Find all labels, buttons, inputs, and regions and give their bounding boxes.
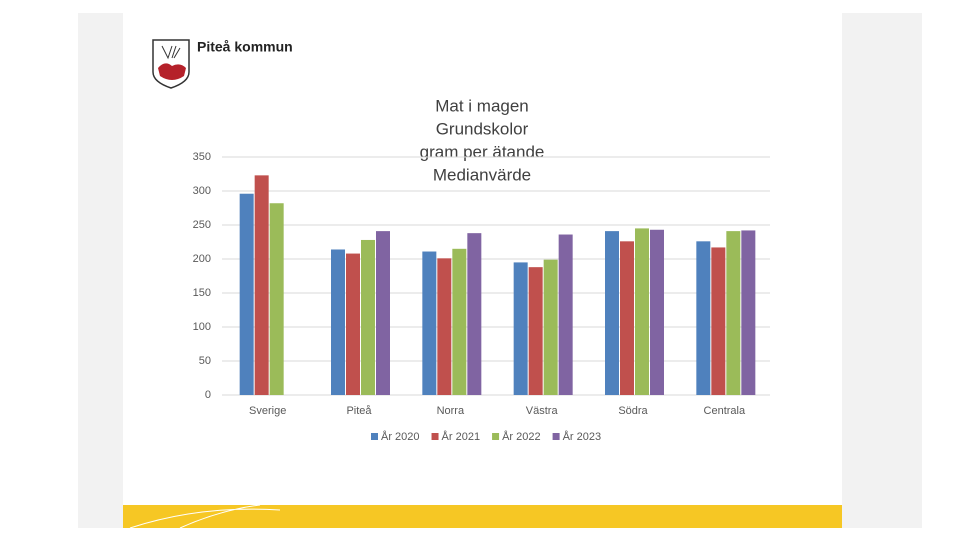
bar xyxy=(513,262,528,395)
bar xyxy=(711,247,726,395)
x-tick-label: Piteå xyxy=(346,405,372,417)
bar xyxy=(239,193,254,395)
legend-swatch xyxy=(492,433,500,440)
footer-band xyxy=(123,505,842,528)
bar xyxy=(437,258,452,395)
bar xyxy=(543,259,558,395)
x-tick-label: Södra xyxy=(618,405,648,417)
y-tick-label: 150 xyxy=(193,287,211,299)
y-tick-label: 0 xyxy=(205,389,211,401)
bar xyxy=(452,248,467,395)
bar xyxy=(361,239,375,395)
y-tick-label: 200 xyxy=(193,253,211,265)
legend-swatch xyxy=(552,433,560,440)
bar xyxy=(635,228,649,395)
y-tick-label: 300 xyxy=(193,185,211,197)
chart-title: Grundskolor xyxy=(436,119,529,138)
legend-label: År 2021 xyxy=(442,430,481,443)
chart-title: Mat i magen xyxy=(435,96,529,115)
bar xyxy=(741,230,756,395)
x-tick-label: Centrala xyxy=(704,405,746,417)
bar xyxy=(650,229,664,395)
bar xyxy=(331,249,345,395)
legend-label: År 2023 xyxy=(563,430,602,443)
y-tick-label: 250 xyxy=(193,219,211,231)
x-tick-label: Västra xyxy=(526,405,559,417)
x-tick-label: Sverige xyxy=(249,405,286,417)
legend-swatch xyxy=(431,433,439,440)
bar xyxy=(558,234,573,395)
bar xyxy=(726,231,741,395)
x-tick-label: Norra xyxy=(437,405,465,417)
bar xyxy=(376,231,390,395)
logo xyxy=(152,39,190,89)
y-tick-label: 50 xyxy=(199,355,211,367)
legend-label: År 2022 xyxy=(502,430,541,443)
bar xyxy=(254,175,269,395)
bar xyxy=(269,203,284,395)
bar xyxy=(528,267,543,395)
y-tick-label: 100 xyxy=(193,321,211,333)
bar xyxy=(605,231,619,395)
bar xyxy=(620,241,634,395)
organization-name: Piteå kommun xyxy=(197,39,293,55)
bar xyxy=(696,241,711,395)
chart-title: Medianvärde xyxy=(433,165,531,184)
bar xyxy=(346,253,360,395)
chart-title: gram per ätande xyxy=(420,142,545,161)
bar xyxy=(422,251,437,395)
bar xyxy=(467,233,482,395)
legend-swatch xyxy=(371,433,378,440)
y-tick-label: 350 xyxy=(193,151,211,163)
legend-label: År 2020 xyxy=(381,430,420,443)
footer-ornament xyxy=(129,504,281,529)
